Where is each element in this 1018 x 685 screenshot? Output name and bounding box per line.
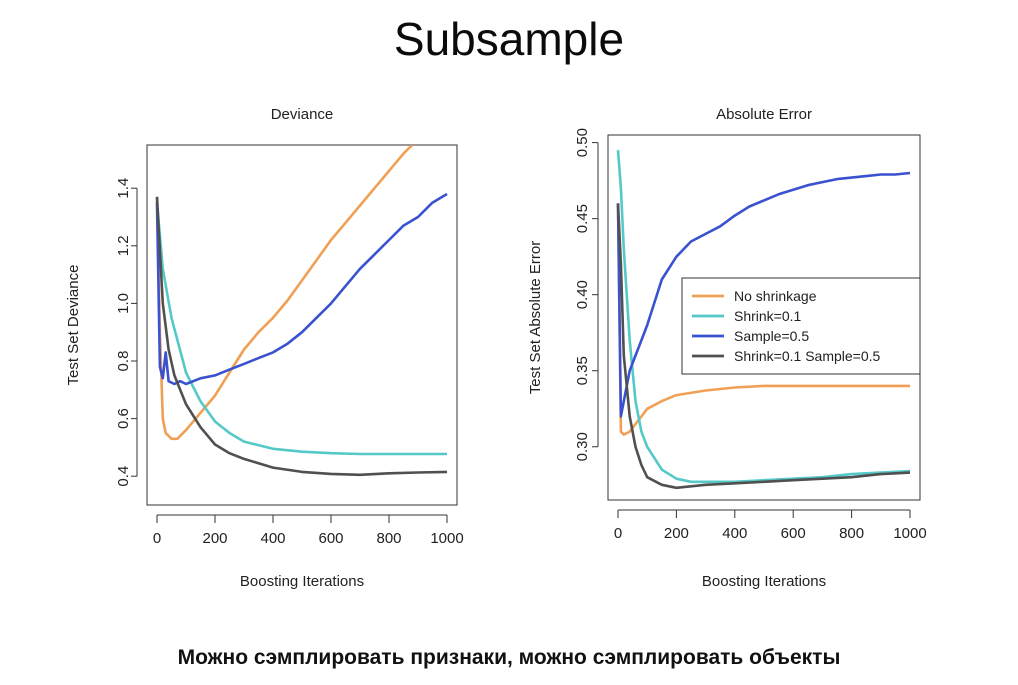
y-tick-label: 0.6: [115, 408, 132, 429]
y-tick-label: 1.4: [115, 178, 132, 199]
series-group: [155, 145, 448, 477]
y-tick-label: 1.0: [115, 293, 132, 314]
x-tick-label: 800: [839, 525, 864, 542]
series-line-shrink-0-1: [616, 150, 911, 484]
plot-frame: [146, 144, 458, 506]
legend-box: [681, 277, 921, 375]
series-line-shrink-0-1: [155, 202, 447, 456]
y-axis-label: Test Set Absolute Error: [527, 241, 544, 394]
y-axis-label: Test Set Deviance: [65, 265, 82, 386]
series-line-sample-0-5: [616, 171, 911, 418]
legend-label-no-shrinkage: No shrinkage: [734, 288, 817, 304]
y-tick-label: 0.40: [574, 280, 591, 309]
slide-caption: Можно сэмплировать признаки, можно сэмпл…: [177, 646, 841, 669]
chart-title: Deviance: [271, 106, 334, 123]
y-tick-label: 0.35: [574, 356, 591, 385]
y-tick-label: 1.2: [115, 235, 132, 256]
x-tick-label: 200: [664, 525, 689, 542]
x-axis-label: Boosting Iterations: [240, 573, 364, 590]
series-line-no-shrinkage: [616, 203, 910, 436]
series-line-shrink-0-1-sample-0-5: [155, 196, 448, 477]
series-line-no-shrinkage: [155, 145, 414, 441]
series-group: [616, 150, 911, 490]
x-tick-label: 0: [614, 525, 622, 542]
y-tick-label: 0.30: [574, 432, 591, 461]
x-tick-label: 400: [722, 525, 747, 542]
legend-label-sample-0-5: Sample=0.5: [734, 328, 809, 344]
series-line-shrink-0-1-sample-0-5: [616, 203, 911, 490]
x-tick-label: 1000: [430, 530, 463, 547]
y-tick-label: 0.8: [115, 351, 132, 372]
legend-label-shrink-0-1-sample-0-5: Shrink=0.1 Sample=0.5: [734, 348, 881, 364]
x-tick-label: 200: [202, 530, 227, 547]
x-tick-label: 0: [153, 530, 161, 547]
slide-title: Subsample: [393, 13, 625, 65]
chart-absolute-error: Absolute Error 0 200 400 600 800 1000 0.30 0.35 0…: [527, 106, 927, 590]
x-axis-label: Boosting Iterations: [702, 573, 826, 590]
chart-title: Absolute Error: [716, 106, 812, 123]
x-tick-label: 600: [781, 525, 806, 542]
legend: No shrinkage Shrink=0.1 Sample=0.5 Shrink=0…: [681, 277, 921, 375]
y-tick-label: 0.45: [574, 204, 591, 233]
y-tick-label: 0.4: [115, 466, 132, 487]
y-tick-label: 0.50: [574, 128, 591, 157]
series-line-sample-0-5: [155, 192, 448, 386]
x-tick-label: 1000: [893, 525, 926, 542]
x-tick-label: 400: [260, 530, 285, 547]
legend-label-shrink-0-1: Shrink=0.1: [734, 308, 802, 324]
chart-deviance: Deviance 0 200 400 600 800 1000 0.4 0.6 0.8 1.0 1.2…: [65, 106, 464, 590]
x-tick-label: 800: [376, 530, 401, 547]
x-tick-label: 600: [318, 530, 343, 547]
